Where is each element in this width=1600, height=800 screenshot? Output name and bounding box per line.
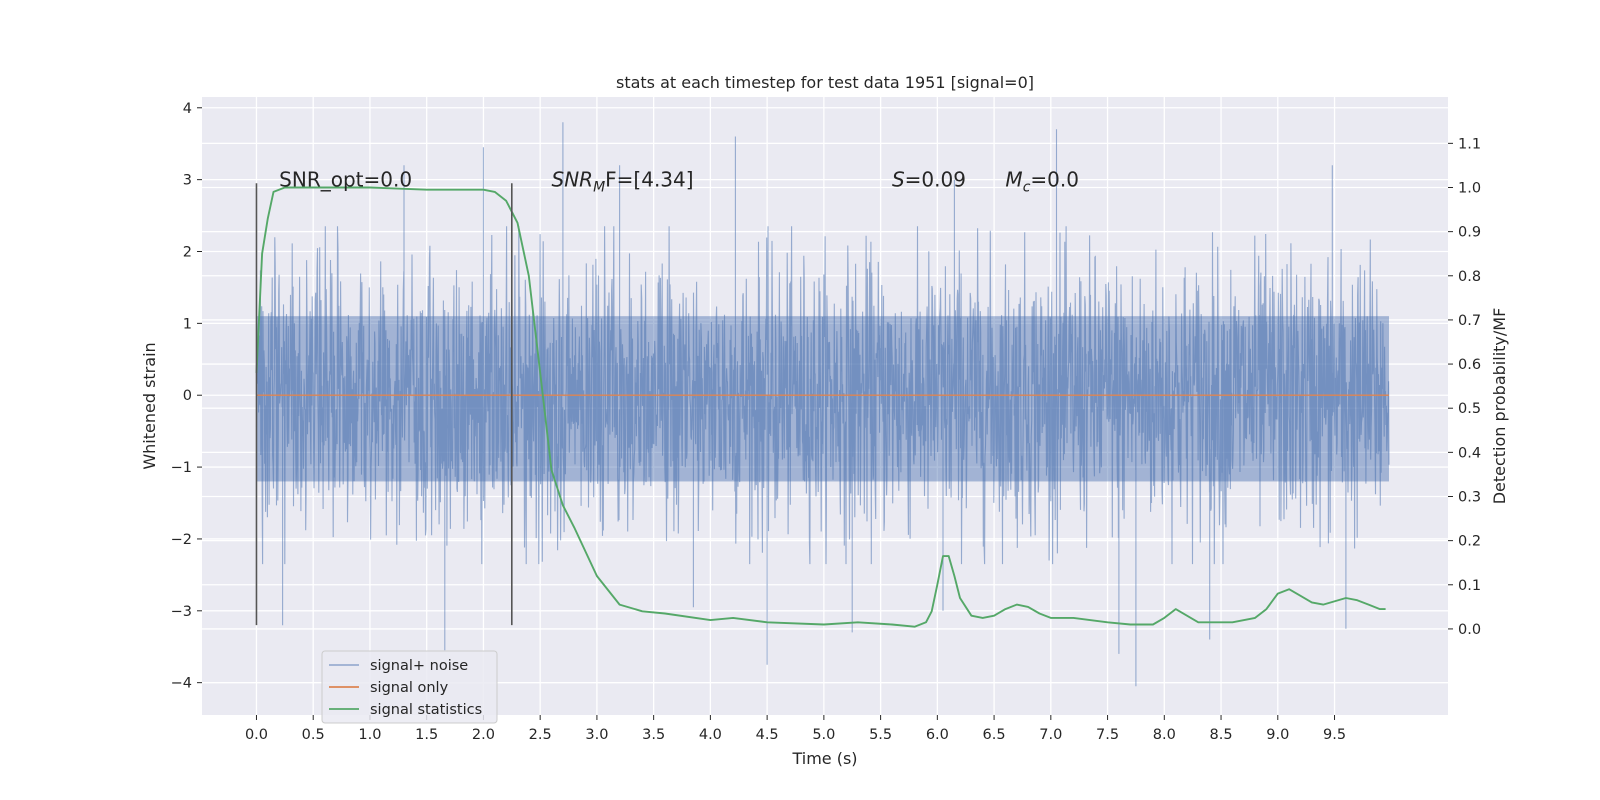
y2-tick-label-7: 0.7 [1458,313,1481,329]
y2-tick-label-10: 1.0 [1458,180,1481,196]
y2-tick-label-4: 0.4 [1458,445,1481,461]
y2-tick-label-8: 0.8 [1458,269,1481,285]
x-tick-label-1: 0.5 [302,727,325,743]
y2-tick-label-11: 1.1 [1458,136,1481,152]
y2-tick-label-3: 0.3 [1458,489,1481,505]
y2-tick-label-6: 0.6 [1458,357,1481,373]
x-tick-label-17: 8.5 [1210,727,1233,743]
x-tick-label-7: 3.5 [642,727,665,743]
series-signal-noise [255,122,1390,687]
annotation-mc-stat: Mc=0.0 [1005,168,1079,196]
x-tick-label-14: 7.0 [1039,727,1062,743]
y2-tick-label-2: 0.2 [1458,534,1481,550]
x-tick-label-11: 5.5 [869,727,892,743]
y-tick-label-4: 0 [183,388,192,404]
annotation-s-stat: S=0.09 [892,168,966,192]
y-axis-label: Whitened strain [140,342,159,469]
y2-axis-ticks: 0.0 0.1 0.2 0.3 0.4 0.5 0.6 0.7 0.8 0.9 1.0 1.1 [1448,136,1481,638]
y2-tick-label-5: 0.5 [1458,401,1481,417]
x-tick-label-12: 6.0 [926,727,949,743]
x-axis-ticks: 0.0 0.5 1.0 1.5 2.0 2.5 3.0 3.5 4.0 4.5 5.0 5.5 6.0 6… [245,715,1346,743]
y2-axis-label: Detection probability/MF [1490,308,1509,505]
x-tick-label-5: 2.5 [529,727,552,743]
x-tick-label-16: 8.0 [1153,727,1176,743]
x-tick-label-9: 4.5 [756,727,779,743]
y-tick-label-5: 1 [183,316,192,332]
annotations: SNR_opt=0.0 SNRMF=[4.34] S=0.09 Mc=0.0 [279,168,1079,196]
y-tick-label-8: 4 [183,101,192,117]
x-tick-label-8: 4.0 [699,727,722,743]
y-tick-label-0: −4 [171,676,192,692]
legend-label-0: signal+ noise [370,658,468,674]
legend-label-2: signal statistics [370,702,482,718]
x-tick-label-10: 5.0 [812,727,835,743]
y-tick-label-2: −2 [171,532,192,548]
vertical-markers [255,183,513,626]
legend-items: signal+ noise signal only signal statistic… [329,658,482,718]
y2-tick-label-9: 0.9 [1458,225,1481,241]
legend-box [321,650,498,724]
y2-tick-label-1: 0.1 [1458,578,1481,594]
x-tick-label-19: 9.5 [1323,727,1346,743]
y-tick-label-6: 2 [183,245,192,261]
annotation-snr-mf: SNRMF=[4.34] [552,168,694,196]
x-tick-label-6: 3.0 [585,727,608,743]
plot-area [202,97,1448,715]
y2-tick-label-0: 0.0 [1458,622,1481,638]
x-tick-label-15: 7.5 [1096,727,1119,743]
y-axis-ticks: −4 −3 −2 −1 0 1 2 3 4 [171,101,202,692]
x-tick-label-2: 1.0 [358,727,381,743]
series-signal-noise-core [256,316,1389,482]
x-tick-label-0: 0.0 [245,727,268,743]
x-tick-label-3: 1.5 [415,727,438,743]
x-tick-label-13: 6.5 [983,727,1006,743]
y-tick-label-7: 3 [183,173,192,189]
noise-series [255,122,1390,687]
annotation-snr-opt: SNR_opt=0.0 [279,168,412,192]
x-axis-label: Time (s) [791,749,857,768]
legend: signal+ noise signal only signal statistic… [321,650,498,724]
y-tick-label-1: −3 [171,604,192,620]
chart-title: stats at each timestep for test data 195… [616,73,1034,92]
x-tick-label-18: 9.0 [1266,727,1289,743]
y-tick-label-3: −1 [171,460,192,476]
legend-label-1: signal only [370,680,449,696]
x-tick-label-4: 2.0 [472,727,495,743]
